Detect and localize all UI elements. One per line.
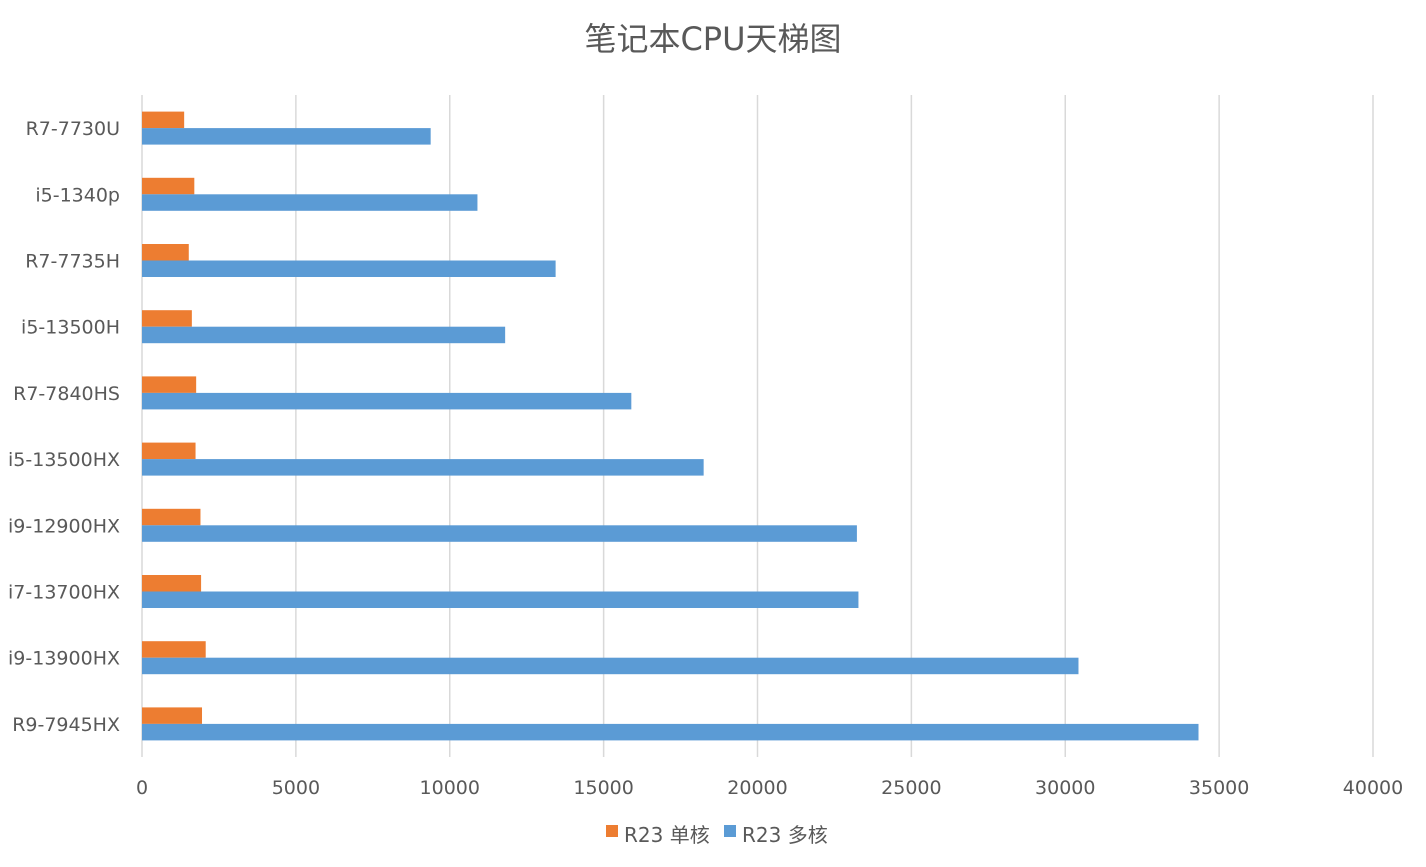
bar-single-core [142, 707, 203, 724]
legend: R23 单核 R23 多核 [606, 823, 828, 847]
bar-multi-core [142, 723, 1199, 741]
category-label: i5-13500H [21, 317, 120, 339]
bar-multi-core [142, 326, 506, 344]
x-tick-label: 0 [136, 777, 148, 799]
x-tick-label: 10000 [420, 777, 480, 799]
legend-swatch [724, 825, 736, 837]
bar-multi-core [142, 128, 431, 145]
chart-title: 笔记本CPU天梯图 [584, 20, 841, 58]
bar-multi-core [142, 591, 859, 608]
category-label: R7-7840HS [13, 383, 120, 405]
category-label: i9-12900HX [8, 515, 120, 537]
category-label: i5-1340p [35, 184, 120, 206]
bar-multi-core [142, 392, 632, 410]
bar-multi-core [142, 260, 556, 277]
x-tick-label: 20000 [727, 777, 787, 799]
bar-single-core [142, 376, 197, 393]
bar-single-core [142, 177, 195, 195]
x-tick-label: 25000 [881, 777, 941, 799]
category-label: i7-13700HX [8, 582, 120, 604]
category-label: R7-7730U [26, 118, 120, 140]
x-tick-label: 30000 [1035, 777, 1095, 799]
bar-single-core [142, 111, 185, 129]
category-label: R9-7945HX [12, 714, 120, 736]
x-axis-tick-labels: 0 5000 10000 15000 20000 25000 30000 35000 40000 [136, 777, 1403, 799]
legend-label: R23 多核 [742, 823, 828, 847]
x-tick-label: 15000 [573, 777, 633, 799]
bar-multi-core [142, 525, 857, 542]
y-axis-category-labels: R7-7730U i5-1340p R7-7735H i5-13500H R7-7840… [8, 118, 120, 736]
legend-swatch [606, 825, 618, 837]
bar-single-core [142, 244, 189, 261]
category-label: i5-13500HX [8, 449, 120, 471]
bar-single-core [142, 442, 196, 460]
bars [142, 111, 1199, 741]
x-tick-label: 5000 [272, 777, 320, 799]
legend-label: R23 单核 [624, 823, 710, 847]
category-label: R7-7735H [25, 251, 120, 273]
bar-single-core [142, 641, 206, 658]
bar-multi-core [142, 194, 478, 211]
bar-single-core [142, 310, 192, 327]
x-tick-label: 40000 [1343, 777, 1403, 799]
bar-multi-core [142, 657, 1079, 675]
bar-single-core [142, 508, 201, 526]
category-label: i9-13900HX [8, 648, 120, 670]
x-tick-label: 35000 [1189, 777, 1249, 799]
bar-single-core [142, 575, 202, 592]
bar-multi-core [142, 459, 704, 476]
